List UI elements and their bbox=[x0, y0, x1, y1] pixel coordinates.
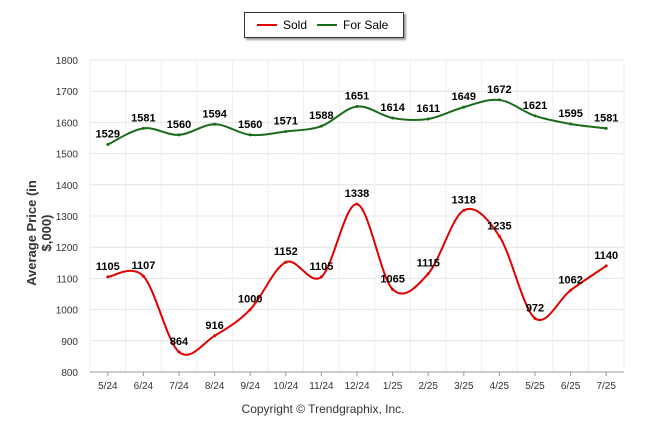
data-point-for-sale bbox=[319, 124, 323, 128]
y-tick-label: 1600 bbox=[56, 118, 79, 129]
y-tick-label: 1000 bbox=[56, 306, 79, 317]
data-point-sold bbox=[284, 260, 288, 264]
data-label-for-sale: 1611 bbox=[416, 103, 440, 115]
data-point-for-sale bbox=[177, 133, 181, 137]
data-point-sold bbox=[569, 288, 573, 292]
data-point-sold bbox=[604, 264, 608, 268]
y-tick-label: 1700 bbox=[56, 87, 79, 98]
data-point-sold bbox=[213, 334, 217, 338]
y-tick-label: 1800 bbox=[56, 56, 79, 67]
data-label-for-sale: 1649 bbox=[452, 91, 476, 103]
data-label-sold: 1338 bbox=[345, 188, 369, 200]
data-point-sold bbox=[391, 287, 395, 291]
data-point-sold bbox=[497, 234, 501, 238]
data-label-for-sale: 1614 bbox=[380, 102, 405, 114]
data-label-sold: 916 bbox=[205, 320, 223, 332]
data-point-sold bbox=[106, 275, 110, 279]
data-point-for-sale bbox=[604, 126, 608, 130]
x-tick-label: 9/24 bbox=[240, 381, 260, 392]
data-label-sold: 1318 bbox=[452, 194, 476, 206]
data-point-for-sale bbox=[462, 105, 466, 109]
data-label-for-sale: 1560 bbox=[167, 119, 191, 131]
x-tick-label: 6/24 bbox=[134, 381, 154, 392]
y-tick-label: 1500 bbox=[56, 150, 79, 161]
data-label-sold: 1107 bbox=[131, 260, 155, 272]
x-tick-label: 3/25 bbox=[454, 381, 474, 392]
data-point-for-sale bbox=[106, 143, 110, 147]
data-point-for-sale bbox=[141, 126, 145, 130]
data-point-sold bbox=[462, 208, 466, 212]
data-label-for-sale: 1529 bbox=[96, 129, 120, 141]
data-point-for-sale bbox=[569, 122, 573, 126]
data-label-sold: 972 bbox=[526, 302, 544, 314]
legend-item-for-sale: For Sale bbox=[317, 18, 388, 32]
legend-swatch-sold bbox=[257, 24, 277, 26]
data-point-sold bbox=[319, 275, 323, 279]
data-label-for-sale: 1581 bbox=[594, 112, 618, 124]
data-label-sold: 1000 bbox=[238, 294, 262, 306]
y-tick-label: 800 bbox=[61, 368, 78, 379]
y-tick-label: 900 bbox=[61, 337, 78, 348]
x-tick-label: 7/25 bbox=[596, 381, 616, 392]
data-label-sold: 1140 bbox=[594, 250, 618, 262]
data-point-for-sale bbox=[533, 114, 537, 118]
data-point-sold bbox=[141, 274, 145, 278]
x-tick-label: 10/24 bbox=[273, 381, 298, 392]
data-label-sold: 1115 bbox=[417, 258, 440, 270]
x-tick-label: 4/25 bbox=[490, 381, 510, 392]
data-label-for-sale: 1651 bbox=[345, 90, 369, 102]
data-point-sold bbox=[355, 202, 359, 206]
data-label-sold: 864 bbox=[170, 336, 189, 348]
data-point-for-sale bbox=[391, 116, 395, 120]
data-label-sold: 1105 bbox=[309, 261, 333, 273]
x-tick-label: 12/24 bbox=[344, 381, 369, 392]
data-point-for-sale bbox=[284, 129, 288, 133]
x-tick-label: 1/25 bbox=[383, 381, 403, 392]
legend-label-sold: Sold bbox=[283, 18, 308, 32]
data-label-for-sale: 1560 bbox=[238, 119, 262, 131]
data-label-sold: 1235 bbox=[487, 220, 511, 232]
x-tick-label: 2/25 bbox=[418, 381, 438, 392]
legend-swatch-for-sale bbox=[317, 24, 337, 26]
y-tick-label: 1100 bbox=[56, 274, 78, 285]
data-label-sold: 1105 bbox=[96, 261, 120, 273]
data-label-sold: 1065 bbox=[380, 273, 404, 285]
copyright-text: Copyright © Trendgraphix, Inc. bbox=[241, 402, 405, 416]
data-label-sold: 1062 bbox=[558, 274, 582, 286]
data-label-for-sale: 1571 bbox=[274, 115, 298, 127]
legend-item-sold: Sold bbox=[257, 18, 307, 32]
data-point-sold bbox=[248, 308, 252, 312]
data-label-for-sale: 1595 bbox=[558, 108, 582, 120]
data-point-sold bbox=[426, 272, 430, 276]
y-tick-label: 1200 bbox=[56, 243, 79, 254]
x-tick-label: 5/24 bbox=[98, 381, 118, 392]
data-label-for-sale: 1672 bbox=[487, 84, 511, 96]
legend-label-for-sale: For Sale bbox=[343, 18, 389, 32]
data-label-for-sale: 1621 bbox=[523, 100, 547, 112]
chart-legend: Sold For Sale bbox=[244, 12, 404, 38]
data-label-for-sale: 1588 bbox=[309, 110, 333, 122]
y-axis-title: Average Price (in $,000) bbox=[24, 180, 54, 286]
y-tick-label: 1300 bbox=[56, 212, 79, 223]
y-tick-label: 1400 bbox=[56, 181, 79, 192]
data-label-for-sale: 1581 bbox=[131, 112, 155, 124]
data-point-for-sale bbox=[248, 133, 252, 137]
data-point-for-sale bbox=[355, 104, 359, 108]
data-label-for-sale: 1594 bbox=[202, 108, 227, 120]
x-tick-label: 11/24 bbox=[309, 381, 334, 392]
x-tick-label: 7/24 bbox=[169, 381, 189, 392]
data-point-for-sale bbox=[213, 122, 217, 126]
data-point-sold bbox=[533, 316, 537, 320]
x-tick-label: 5/25 bbox=[525, 381, 545, 392]
series-line-sold bbox=[107, 203, 607, 356]
x-tick-label: 8/24 bbox=[205, 381, 225, 392]
data-point-sold bbox=[177, 350, 181, 354]
data-point-for-sale bbox=[497, 98, 501, 102]
data-label-sold: 1152 bbox=[274, 246, 298, 258]
x-tick-label: 6/25 bbox=[561, 381, 581, 392]
data-point-for-sale bbox=[426, 117, 430, 121]
